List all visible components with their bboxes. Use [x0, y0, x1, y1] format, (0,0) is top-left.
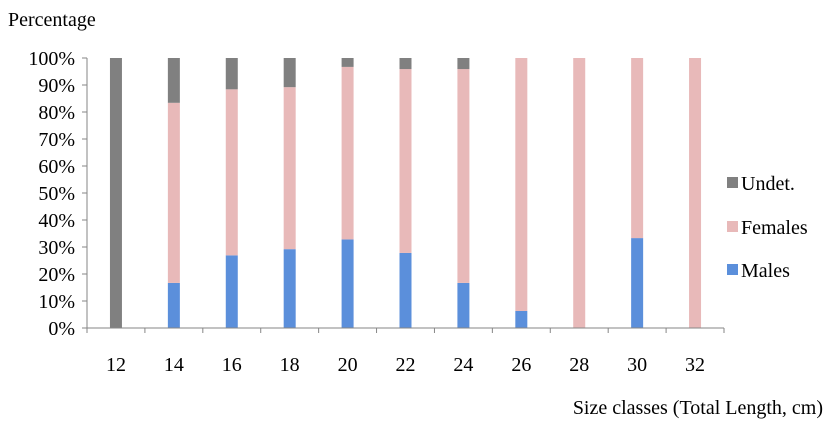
bar-undet-18: [283, 58, 296, 88]
bar-males-22: [399, 252, 412, 328]
y-tick-label: 50%: [38, 183, 75, 205]
bar-undet-24: [457, 58, 470, 70]
x-tick-label: 26: [511, 354, 531, 376]
bar-females-18: [283, 87, 296, 250]
legend-label-females: Females: [741, 217, 808, 239]
bars: [109, 58, 702, 328]
bar-females-28: [573, 58, 586, 328]
legend-label-undet: Undet.: [741, 173, 795, 195]
legend-label-males: Males: [741, 260, 790, 282]
x-tick-label: 14: [164, 354, 184, 376]
y-tick-label: 60%: [38, 156, 75, 178]
x-tick-label: 12: [106, 354, 126, 376]
bar-females-30: [631, 58, 644, 239]
x-tick-label: 20: [338, 354, 358, 376]
y-tick-label: 0%: [48, 318, 75, 340]
legend: Undet. Females Males: [727, 173, 808, 282]
bar-undet-14: [167, 58, 180, 103]
y-tick-label: 20%: [38, 264, 75, 286]
x-tick-label: 30: [627, 354, 647, 376]
bar-males-26: [515, 310, 528, 328]
bar-males-14: [167, 282, 180, 328]
bar-males-24: [457, 282, 470, 328]
bar-females-14: [167, 102, 180, 283]
bar-undet-20: [341, 58, 354, 67]
y-tick-label: 10%: [38, 291, 75, 313]
bar-undet-12: [109, 58, 122, 328]
x-axis-ticks: 12 14 16 18 20 22 24 26 28 30 32: [86, 328, 725, 376]
x-tick-label: 18: [280, 354, 300, 376]
legend-swatch-females: [727, 221, 738, 232]
x-axis-label: Size classes (Total Length, cm): [573, 397, 823, 419]
y-tick-label: 90%: [38, 75, 75, 97]
x-tick-label: 16: [222, 354, 242, 376]
bar-females-32: [689, 58, 702, 328]
y-tick-label: 30%: [38, 237, 75, 259]
legend-swatch-undet: [727, 177, 738, 188]
x-tick-label: 32: [685, 354, 705, 376]
y-axis-ticks: 0% 10% 20% 30% 40% 50% 60% 70% 80% 90% 100%: [28, 48, 87, 340]
bar-males-18: [283, 249, 296, 328]
bar-undet-22: [399, 58, 412, 70]
y-tick-label: 40%: [38, 210, 75, 232]
bar-females-26: [515, 58, 528, 311]
bar-females-20: [341, 66, 354, 240]
x-tick-label: 24: [453, 354, 473, 376]
y-axis-label: Percentage: [8, 9, 96, 31]
bar-males-16: [225, 255, 238, 328]
x-tick-label: 22: [396, 354, 416, 376]
x-tick-label: 28: [569, 354, 589, 376]
bar-males-20: [341, 239, 354, 328]
bar-undet-16: [225, 58, 238, 90]
legend-swatch-males: [727, 264, 738, 275]
y-tick-label: 80%: [38, 102, 75, 124]
bar-females-16: [225, 89, 238, 256]
bar-females-24: [457, 69, 470, 283]
bar-males-30: [631, 238, 644, 328]
y-tick-label: 100%: [28, 48, 75, 70]
bar-females-22: [399, 69, 412, 253]
y-tick-label: 70%: [38, 129, 75, 151]
